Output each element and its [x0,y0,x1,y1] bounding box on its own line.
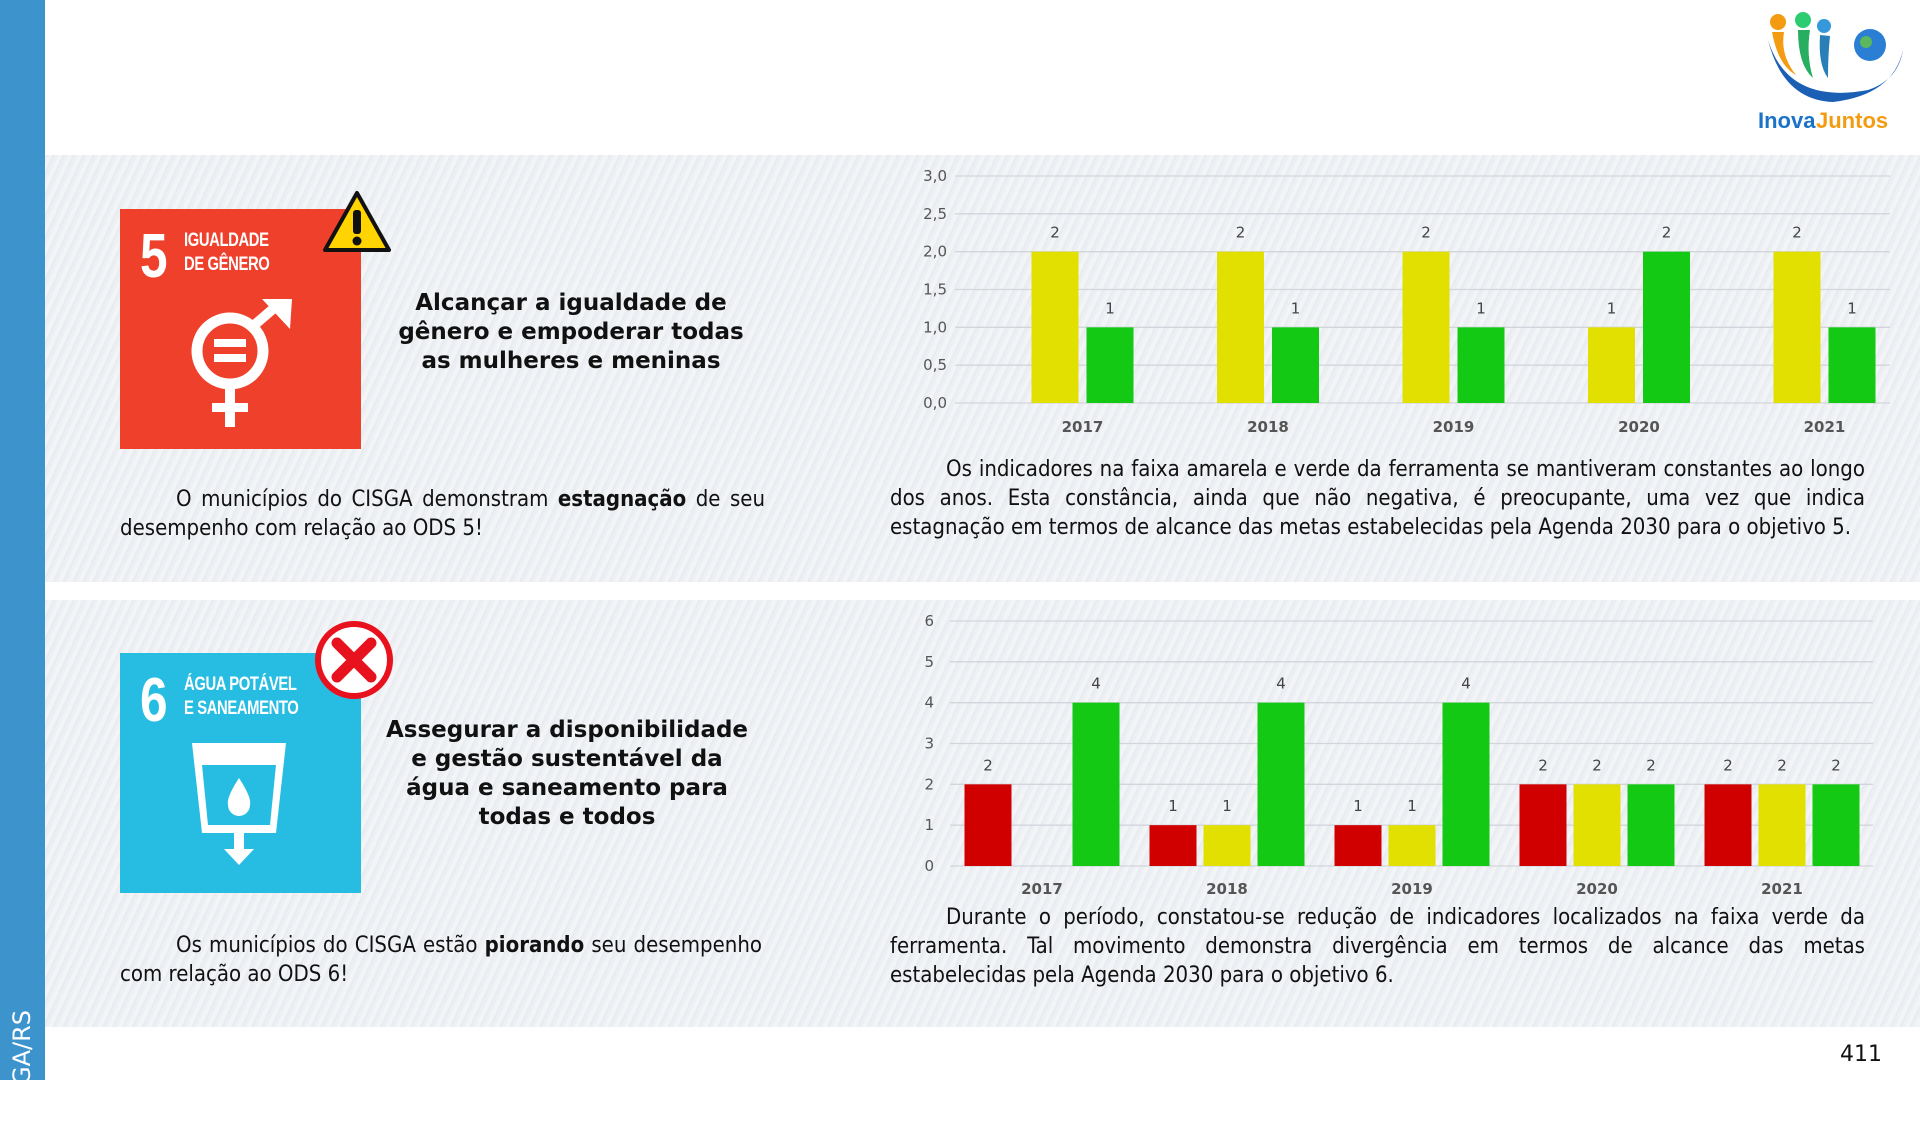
bar-verde [1643,251,1690,403]
data-label: 1 [1476,299,1486,317]
data-label: 2 [1421,224,1431,242]
y-tick-label: 2,5 [923,205,947,223]
y-tick-label: 0,0 [923,394,947,412]
bar-verde [1828,327,1876,403]
ods5-summary: O municípios do CISGA demonstram estagna… [120,487,765,541]
x-tick-label: 2019 [1391,880,1433,898]
y-tick-label: 0 [924,857,934,875]
x-tick-label: 2017 [1021,880,1063,898]
ods6-analysis: Durante o período, constatou-se redução … [890,905,1865,988]
data-label: 2 [1662,224,1672,242]
data-label: 2 [1777,756,1787,774]
inovajuntos-logo: Inova Juntos [1758,10,1908,135]
y-tick-label: 5 [924,653,934,671]
tile-number: 5 [140,222,168,291]
tile-title: ÁGUA POTÁVEL [184,674,297,695]
data-label: 2 [1792,224,1802,242]
y-tick-label: 3 [924,735,934,753]
bar-verde [1086,327,1134,403]
tile-title: E SANEAMENTO [184,698,299,719]
bar-vermelha [1334,825,1382,866]
bar-amarela [1588,327,1635,403]
bar-amarela [1758,784,1806,866]
tile-title: IGUALDADE [184,230,269,251]
y-tick-label: 0,5 [923,356,947,374]
bar-vermelha [1519,784,1567,866]
data-label: 2 [1723,756,1733,774]
bar-amarela [1573,784,1621,866]
bar-verde [1272,327,1319,403]
data-label: 2 [1236,224,1246,242]
x-tick-label: 2018 [1247,418,1289,436]
bar-amarela [1388,825,1436,866]
data-label: 1 [1607,299,1617,317]
tile-title: DE GÊNERO [184,254,270,275]
data-label: 2 [1831,756,1841,774]
bar-amarela [1031,251,1079,403]
x-tick-label: 2018 [1206,880,1248,898]
sidebar-strip: CISGA/RS [0,0,45,1124]
bar-amarela [1773,251,1821,403]
sdg5-tile: 5 IGUALDADE DE GÊNERO [120,209,361,449]
ods5-heading: Alcançar a igualdade de gênero e empoder… [398,290,744,374]
bar-amarela [1203,825,1251,866]
data-label: 1 [1222,797,1232,815]
data-label: 1 [1291,299,1301,317]
gender-equality-icon [191,299,292,427]
sdg6-tile: 6 ÁGUA POTÁVEL E SANEAMENTO [120,653,361,893]
logo-text-2: Juntos [1816,108,1888,133]
ods5-analysis: Os indicadores na faixa amarela e verde … [890,457,1865,540]
data-label: 2 [983,756,993,774]
x-tick-label: 2017 [1062,418,1104,436]
data-label: 4 [1461,675,1471,693]
x-tick-label: 2020 [1576,880,1618,898]
data-label: 2 [1592,756,1602,774]
charts-layer: 0,0 0,5 1,0 1,5 2,0 2,5 3,0 2 1 2017 2 1 2018 2 1 2019 1… [923,167,1890,898]
warning-icon [323,191,391,252]
logo-text: Inova [1758,108,1816,133]
bar-amarela [1402,251,1450,403]
ods6-summary: Os municípios do CISGA estão piorando se… [120,933,762,987]
water-glass-icon [192,743,286,865]
data-label: 1 [1168,797,1178,815]
bar-verde [1812,784,1860,866]
y-tick-label: 4 [924,694,934,712]
bar-vermelha [1704,784,1752,866]
y-tick-label: 3,0 [923,167,947,185]
ods6-heading: Assegurar a disponibilidade e gestão sus… [385,717,749,830]
y-tick-label: 1,5 [923,281,947,299]
tile-number: 6 [140,666,168,735]
bar-verde [1072,702,1120,866]
data-label: 2 [1646,756,1656,774]
page-number: 411 [1840,1042,1882,1067]
x-tick-label: 2021 [1761,880,1803,898]
y-tick-label: 2,0 [923,243,947,261]
y-tick-label: 1 [924,816,934,834]
error-x-icon [315,621,393,699]
data-label: 1 [1105,299,1115,317]
y-tick-label: 2 [924,775,934,793]
data-label: 4 [1091,675,1101,693]
x-tick-label: 2021 [1804,418,1846,436]
bar-vermelha [964,784,1012,866]
y-tick-label: 6 [924,612,934,630]
bar-verde [1257,702,1305,866]
bar-verde [1627,784,1675,866]
data-label: 1 [1407,797,1417,815]
data-label: 1 [1847,299,1857,317]
x-tick-label: 2020 [1618,418,1660,436]
data-label: 2 [1050,224,1060,242]
y-tick-label: 1,0 [923,318,947,336]
bar-vermelha [1149,825,1197,866]
x-tick-label: 2019 [1433,418,1475,436]
bar-verde [1457,327,1505,403]
data-label: 1 [1353,797,1363,815]
data-label: 2 [1538,756,1548,774]
bar-amarela [1217,251,1264,403]
bar-verde [1442,702,1490,866]
data-label: 4 [1276,675,1286,693]
